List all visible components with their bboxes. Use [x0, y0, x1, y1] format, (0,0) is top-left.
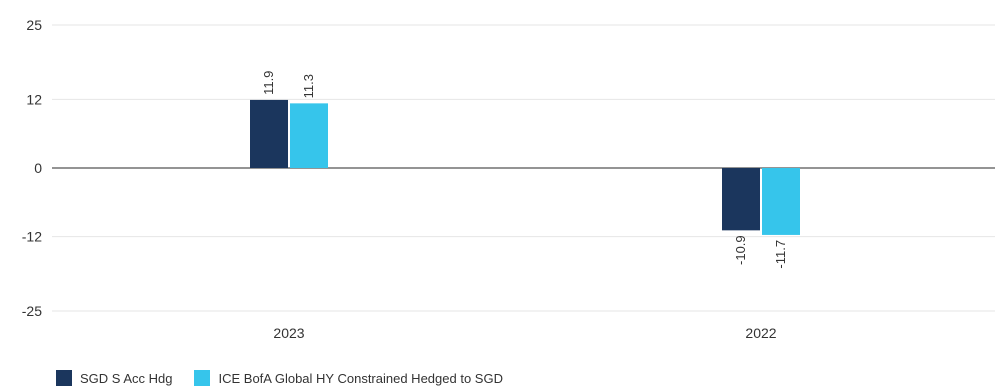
legend: SGD S Acc Hdg ICE BofA Global HY Constra… — [56, 370, 525, 386]
x-category-label-2023: 2023 — [273, 325, 304, 341]
bar-2022-series-1 — [722, 168, 760, 231]
data-labels: 11.9 11.3 -10.9 -11.7 — [261, 71, 788, 269]
legend-label-series-2: ICE BofA Global HY Constrained Hedged to… — [218, 370, 503, 386]
legend-item-series-2: ICE BofA Global HY Constrained Hedged to… — [194, 370, 503, 386]
y-tick-label-4: -25 — [22, 303, 42, 319]
x-axis-categories: 2023 2022 — [273, 325, 776, 341]
data-label-2023-series-2: 11.3 — [301, 74, 316, 98]
legend-item-series-1: SGD S Acc Hdg — [56, 370, 172, 386]
data-label-2022-series-1: -10.9 — [733, 235, 748, 265]
legend-swatch-series-1 — [56, 370, 72, 386]
bar-2022-series-2 — [762, 168, 800, 235]
bars — [250, 99, 800, 235]
legend-swatch-series-2 — [194, 370, 211, 386]
grid-lines — [52, 24, 995, 312]
y-tick-label-1: 12 — [26, 91, 42, 107]
bar-2023-series-1 — [250, 99, 288, 168]
y-axis-ticks: 25 12 0 -12 -25 — [22, 17, 42, 319]
data-label-2022-series-2: -11.7 — [773, 240, 788, 269]
data-label-2023-series-1: 11.9 — [261, 71, 276, 95]
y-tick-label-0: 25 — [26, 17, 42, 33]
y-tick-label-3: -12 — [22, 229, 42, 245]
y-tick-label-2: 0 — [34, 160, 42, 176]
x-category-label-2022: 2022 — [745, 325, 776, 341]
legend-label-series-1: SGD S Acc Hdg — [80, 370, 173, 386]
bar-chart: 25 12 0 -12 -25 11.9 11.3 -10.9 -11.7 2023 2022 — [22, 17, 995, 341]
bar-2023-series-2 — [290, 103, 328, 168]
